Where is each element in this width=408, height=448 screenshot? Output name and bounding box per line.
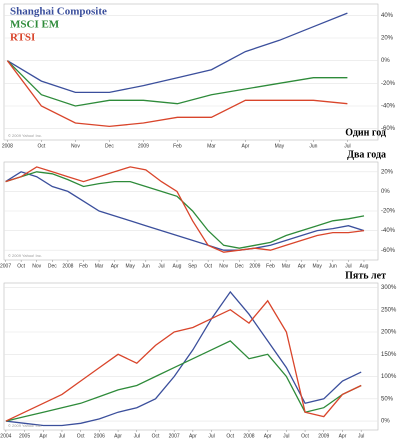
series-line — [5, 171, 365, 251]
x-tick-label: Oct — [17, 263, 25, 269]
plot-frame — [3, 282, 379, 431]
x-tick-label: Apr — [339, 433, 347, 439]
series-line — [6, 60, 348, 128]
x-tick-label: Oct — [77, 433, 85, 439]
x-tick-label: 2007 — [0, 263, 11, 269]
x-tick-label: May — [275, 143, 285, 149]
series-line — [5, 299, 362, 422]
x-tick-label: Oct — [301, 433, 309, 439]
x-tick-label: 2008 — [243, 433, 254, 439]
chart-caption: Пять лет — [345, 270, 386, 281]
x-tick-label: Apr — [242, 143, 250, 149]
chart-caption: Один год — [345, 127, 386, 138]
x-tick-label: Apr — [114, 433, 122, 439]
x-tick-label: Oct — [226, 433, 234, 439]
x-tick-label: Jul — [158, 263, 164, 269]
y-tick-label: 20% — [381, 36, 394, 42]
x-tick-label: Aug — [360, 263, 369, 269]
x-tick-label: Feb — [173, 143, 182, 149]
x-tick-label: May — [312, 263, 322, 269]
series-line — [5, 340, 362, 422]
x-tick-label: Sep — [188, 263, 197, 269]
x-tick-label: Jul — [134, 433, 140, 439]
x-tick-label: Dec — [105, 143, 114, 149]
x-tick-label: Jul — [344, 143, 350, 149]
x-tick-label: 2008 — [2, 143, 13, 149]
y-tick-label: 50% — [381, 396, 394, 402]
plot-frame — [3, 3, 379, 141]
chart-caption: Два года — [347, 149, 386, 160]
source-note: © 2009 Yahoo! Inc. — [8, 133, 42, 138]
x-tick-label: Apr — [39, 433, 47, 439]
x-tick-label: Oct — [204, 263, 212, 269]
y-tick-label: 0% — [381, 419, 390, 425]
y-tick-label: 300% — [381, 285, 397, 291]
x-tick-label: Nov — [219, 263, 228, 269]
x-tick-label: Apr — [298, 263, 306, 269]
legend-entry: MSCI EM — [10, 19, 60, 31]
x-tick-label: Jun — [142, 263, 150, 269]
y-tick-label: -60% — [381, 248, 396, 254]
x-tick-label: Aug — [173, 263, 182, 269]
x-tick-label: 2009 — [138, 143, 149, 149]
source-note: © 2009 Yahoo! Inc. — [8, 423, 42, 428]
legend-entry: Shanghai Composite — [10, 6, 107, 18]
source-note: © 2009 Yahoo! Inc. — [8, 253, 42, 258]
x-tick-label: 2008 — [62, 263, 73, 269]
x-tick-label: May — [125, 263, 135, 269]
y-tick-label: -40% — [381, 104, 396, 110]
x-tick-label: Apr — [189, 433, 197, 439]
x-tick-label: Jul — [358, 433, 364, 439]
x-tick-label: Jul — [59, 433, 65, 439]
legend-entry: RTSI — [10, 32, 35, 44]
series-line — [5, 166, 365, 253]
x-tick-label: 2004 — [0, 433, 11, 439]
x-tick-label: Feb — [79, 263, 88, 269]
x-tick-label: Mar — [282, 263, 291, 269]
x-tick-label: Dec — [48, 263, 57, 269]
x-tick-label: Oct — [38, 143, 46, 149]
y-tick-label: 20% — [381, 169, 394, 175]
y-tick-label: 250% — [381, 307, 397, 313]
x-tick-label: Jun — [309, 143, 317, 149]
y-tick-label: 150% — [381, 352, 397, 358]
x-tick-label: Jul — [283, 433, 289, 439]
x-tick-label: Feb — [266, 263, 275, 269]
x-tick-label: Jul — [208, 433, 214, 439]
series-line — [7, 12, 348, 94]
series-line — [6, 60, 348, 107]
x-tick-label: Mar — [95, 263, 104, 269]
x-tick-label: Jul — [345, 263, 351, 269]
x-tick-label: Nov — [71, 143, 80, 149]
y-tick-label: 100% — [381, 374, 397, 380]
y-tick-label: -40% — [381, 228, 396, 234]
x-tick-label: Oct — [152, 433, 160, 439]
y-tick-label: 0% — [381, 189, 390, 195]
y-tick-label: -60% — [381, 126, 396, 132]
series-line — [5, 171, 365, 249]
x-tick-label: Apr — [264, 433, 272, 439]
x-tick-label: 2005 — [19, 433, 30, 439]
y-tick-label: -20% — [381, 209, 396, 215]
y-tick-label: 0% — [381, 58, 390, 64]
x-tick-label: 2009 — [318, 433, 329, 439]
x-tick-label: Nov — [32, 263, 41, 269]
x-tick-label: Jun — [329, 263, 337, 269]
y-tick-label: 40% — [381, 13, 394, 19]
x-tick-label: Apr — [111, 263, 119, 269]
x-tick-label: 2006 — [94, 433, 105, 439]
x-tick-label: Dec — [235, 263, 244, 269]
x-tick-label: Mar — [207, 143, 216, 149]
x-tick-label: 2007 — [169, 433, 180, 439]
x-tick-label: 2009 — [249, 263, 260, 269]
y-tick-label: 200% — [381, 330, 397, 336]
y-tick-label: -20% — [381, 81, 396, 87]
